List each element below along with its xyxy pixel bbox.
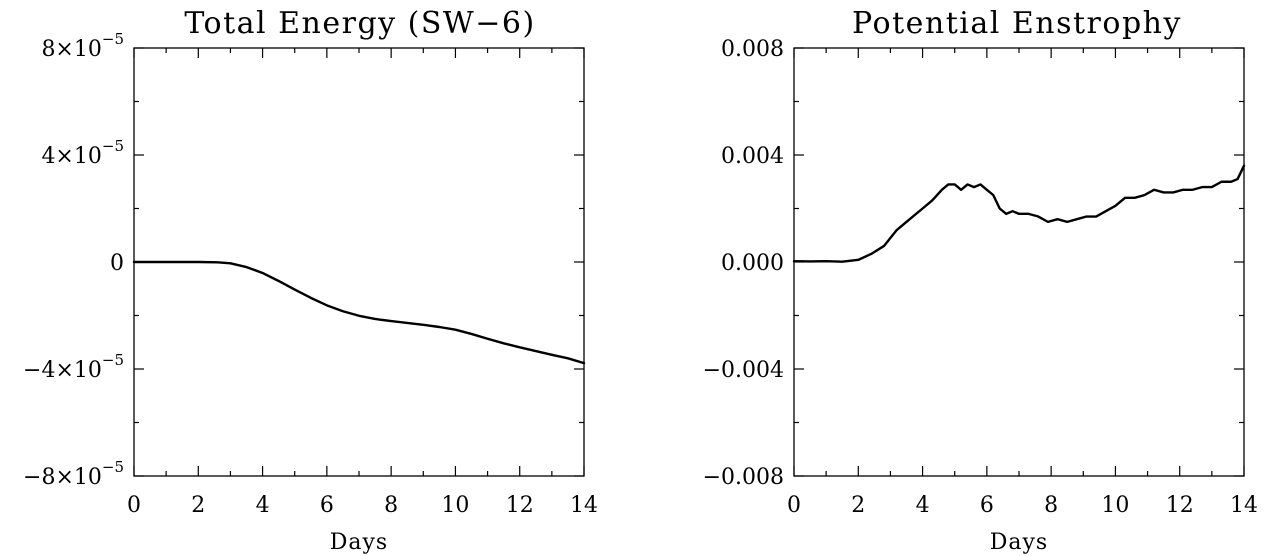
x-tick-label: 6	[320, 493, 334, 518]
y-tick-label: 0.004	[721, 144, 784, 169]
axis-ticks	[133, 47, 585, 477]
panel-total-energy: Total Energy (SW−6) 0 2 4 6 8 10 12 14 −8×10−5−…	[23, 6, 598, 555]
y-tick-label: 0	[110, 251, 124, 276]
plot-frame	[793, 47, 1245, 477]
y-tick-label: 0.008	[721, 37, 784, 62]
x-tick-label: 12	[506, 493, 534, 518]
panel-potential-enstrophy: Potential Enstrophy 0 2 4 6 8 10 12 14 −0.008−0…	[703, 6, 1258, 555]
y-tick-labels: −8×10−5 −4×10−5 0 4×10−5 8×10−5	[23, 30, 124, 490]
chart-title: Total Energy (SW−6)	[184, 6, 535, 41]
x-tick-label: 14	[570, 493, 598, 518]
x-tick-label: 8	[1044, 493, 1058, 518]
series-line	[132, 260, 586, 365]
y-tick-labels: −0.008 −0.004 0.000 0.004 0.008	[703, 37, 784, 490]
x-axis-label: Days	[330, 530, 388, 555]
x-tick-label: 6	[980, 493, 994, 518]
x-tick-label: 0	[127, 493, 141, 518]
y-tick-label: −0.004	[703, 358, 784, 383]
axis-ticks	[793, 47, 1245, 477]
x-tick-label: 10	[441, 493, 469, 518]
x-tick-labels: 0 2 4 6 8 10 12 14	[127, 493, 598, 518]
x-tick-label: 0	[787, 493, 801, 518]
y-tick-label: 0.000	[721, 251, 784, 276]
x-tick-label: 4	[256, 493, 270, 518]
x-tick-labels: 0 2 4 6 8 10 12 14	[787, 493, 1258, 518]
chart-title: Potential Enstrophy	[852, 6, 1182, 41]
y-tick-label: −0.008	[703, 465, 784, 490]
x-tick-label: 2	[191, 493, 205, 518]
x-axis-label: Days	[990, 530, 1048, 555]
y-tick-label: −4×10−5	[23, 351, 124, 383]
x-tick-label: 4	[916, 493, 930, 518]
x-tick-label: 2	[851, 493, 865, 518]
x-tick-label: 8	[384, 493, 398, 518]
series-line	[792, 164, 1246, 263]
x-tick-label: 14	[1230, 493, 1258, 518]
x-tick-label: 12	[1166, 493, 1194, 518]
y-tick-label: 8×10−5	[41, 30, 124, 62]
y-tick-label: −8×10−5	[23, 458, 124, 490]
y-tick-label: 4×10−5	[41, 137, 124, 169]
x-tick-label: 10	[1101, 493, 1129, 518]
